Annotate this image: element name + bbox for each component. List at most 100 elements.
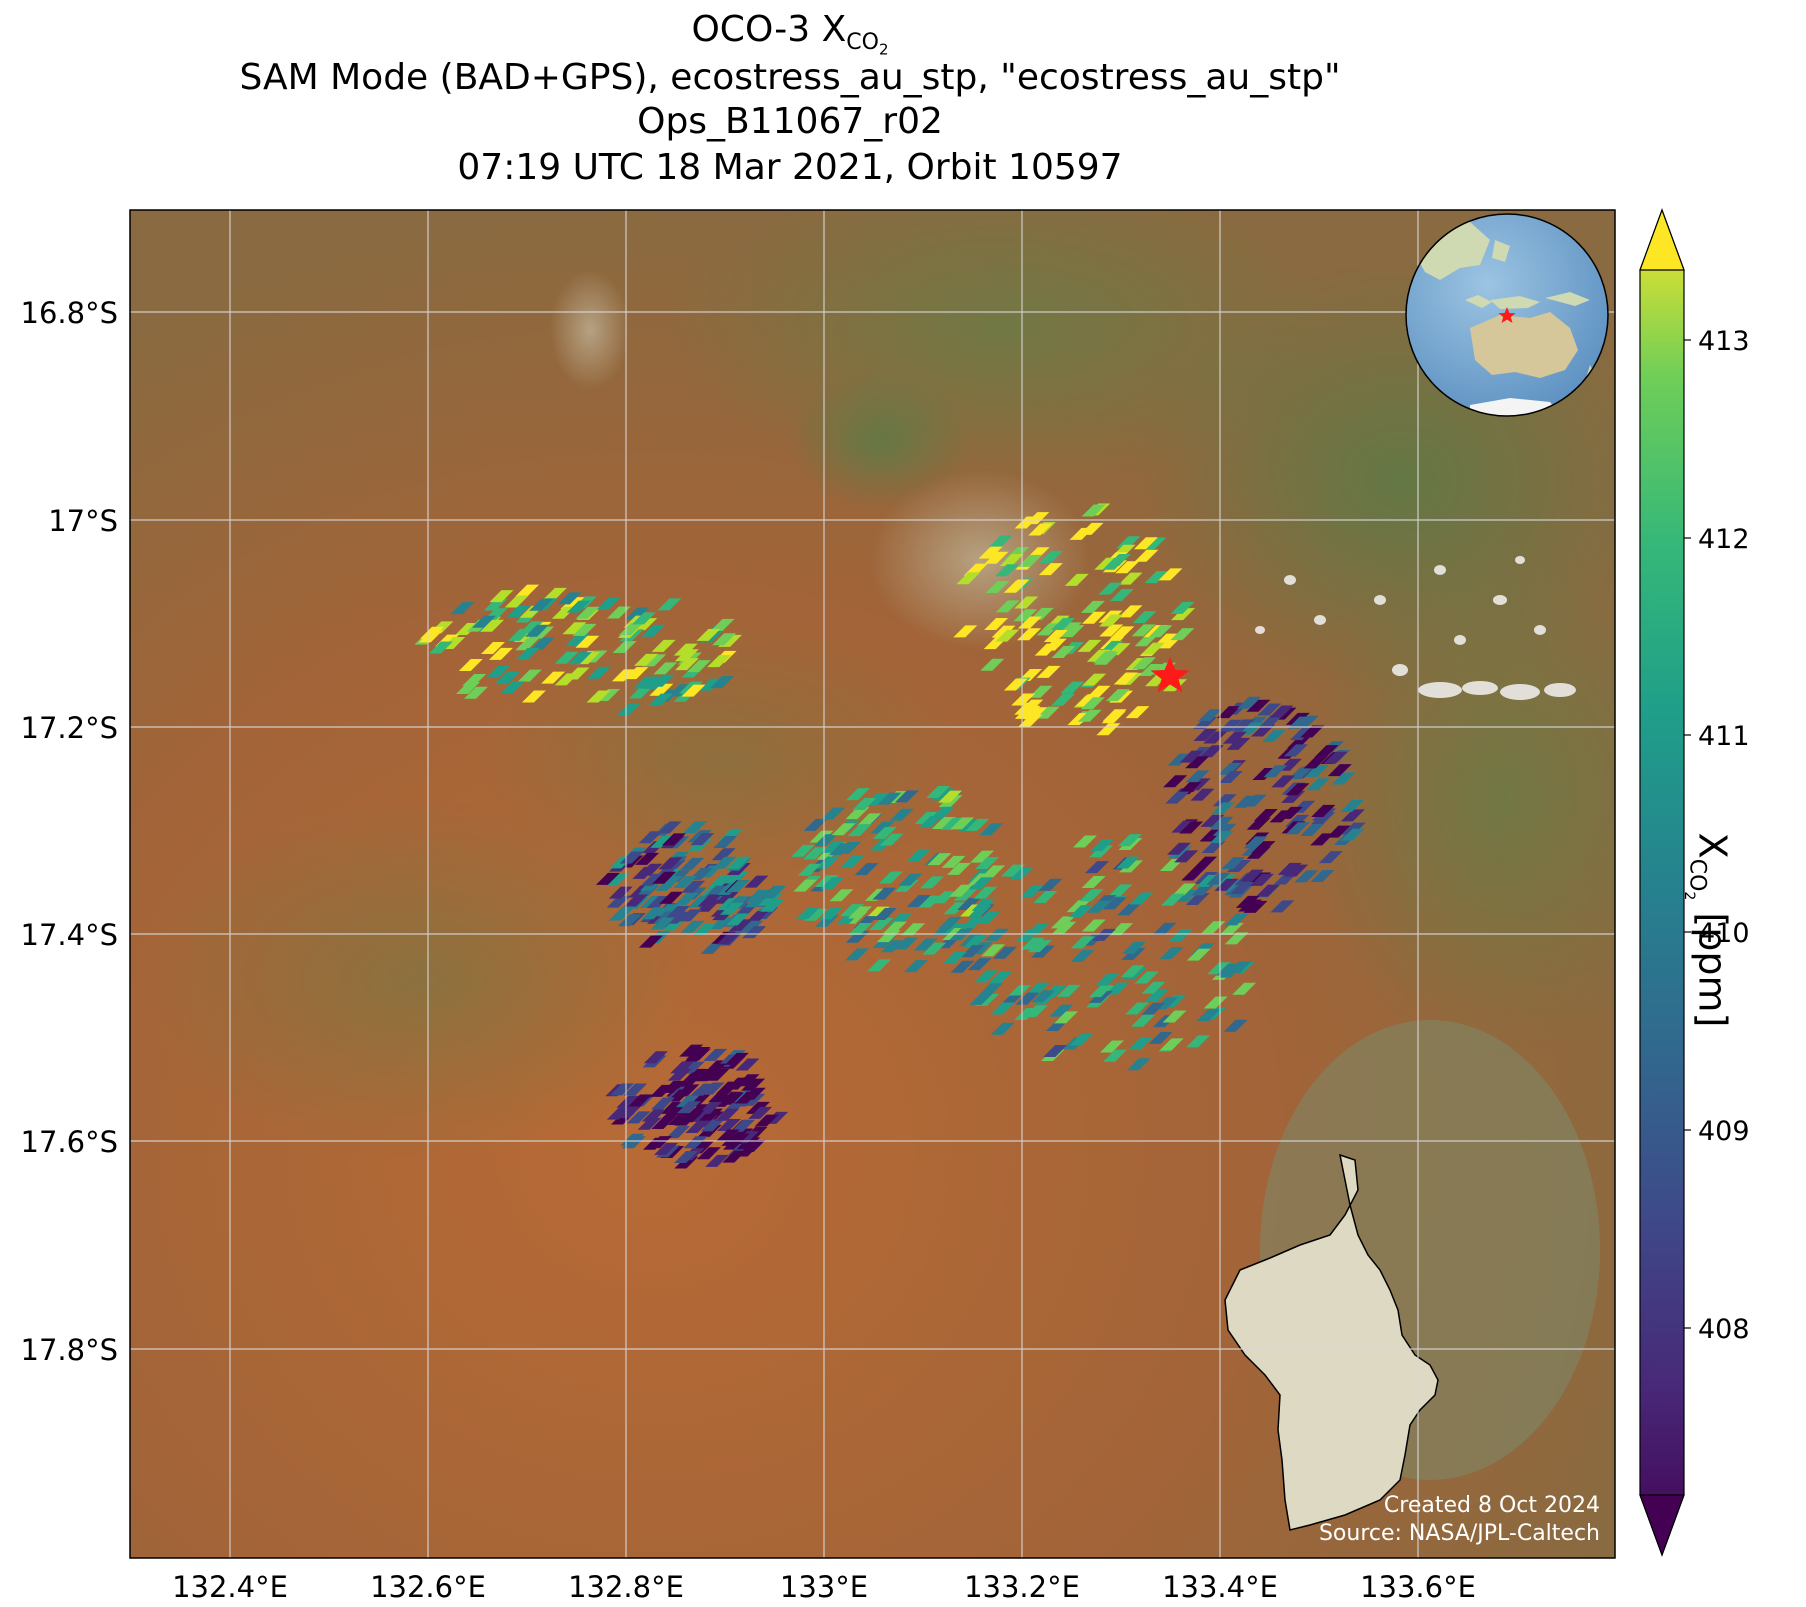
xco2-sounding bbox=[1246, 846, 1271, 859]
xco2-sounding bbox=[659, 891, 684, 904]
xco2-sounding bbox=[683, 1136, 708, 1149]
xco2-sounding bbox=[667, 1068, 692, 1081]
xco2-sounding bbox=[643, 1051, 668, 1064]
xco2-sounding bbox=[1172, 883, 1197, 896]
xco2-sounding bbox=[1077, 639, 1102, 652]
xco2-sounding bbox=[712, 856, 737, 869]
xco2-sounding bbox=[1186, 948, 1211, 961]
xco2-sounding bbox=[1255, 884, 1280, 897]
title-line-4: 07:19 UTC 18 Mar 2021, Orbit 10597 bbox=[457, 147, 1123, 188]
xco2-sounding bbox=[635, 852, 660, 865]
xco2-sounding bbox=[489, 590, 514, 603]
xco2-sounding bbox=[1249, 873, 1274, 886]
xco2-sounding bbox=[980, 658, 1005, 671]
xco2-sounding bbox=[991, 625, 1016, 638]
xco2-sounding bbox=[1263, 765, 1288, 778]
xco2-sounding bbox=[1113, 672, 1138, 685]
xco2-sounding bbox=[638, 935, 663, 948]
xco2-sounding bbox=[557, 592, 582, 605]
xco2-sounding bbox=[1283, 744, 1308, 757]
xco2-sounding bbox=[722, 1150, 747, 1163]
xco2-sounding bbox=[697, 1101, 722, 1114]
colorbar-tick-label: 408 bbox=[1698, 1314, 1750, 1345]
colorbar-extend-min bbox=[1639, 1494, 1685, 1557]
xco2-sounding bbox=[623, 1083, 648, 1096]
xco2-sounding bbox=[1036, 665, 1061, 678]
xco2-sounding bbox=[1080, 600, 1105, 613]
xco2-sounding bbox=[1197, 709, 1222, 722]
xco2-sounding bbox=[965, 818, 990, 831]
xco2-sounding bbox=[1081, 504, 1106, 517]
xco2-sounding bbox=[521, 690, 546, 703]
xco2-sounding bbox=[515, 647, 540, 660]
xco2-sounding bbox=[1116, 536, 1141, 549]
xco2-sounding bbox=[517, 669, 542, 682]
xco2-sounding bbox=[947, 862, 972, 875]
xco2-sounding bbox=[925, 786, 950, 799]
xco2-sounding bbox=[879, 833, 904, 846]
xco2-sounding bbox=[1092, 928, 1117, 941]
xco2-sounding bbox=[762, 885, 787, 898]
xco2-sounding bbox=[1212, 794, 1237, 807]
xco2-sounding bbox=[1310, 869, 1335, 882]
xco2-sounding bbox=[1069, 905, 1094, 918]
xco2-sounding bbox=[852, 798, 877, 811]
xco2-sounding bbox=[994, 564, 1019, 577]
xco2-sounding bbox=[626, 1111, 651, 1124]
xco2-sounding bbox=[458, 659, 483, 672]
xco2-sounding bbox=[728, 919, 753, 932]
xco2-sounding bbox=[1108, 884, 1133, 897]
xco2-sounding bbox=[918, 815, 943, 828]
xco2-sounding bbox=[515, 638, 540, 651]
xco2-sounding bbox=[754, 1114, 779, 1127]
xco2-sounding bbox=[803, 847, 828, 860]
xco2-sounding bbox=[707, 655, 732, 668]
xco2-sounding bbox=[963, 935, 988, 948]
xco2-sounding bbox=[700, 941, 725, 954]
xco2-sounding bbox=[1110, 626, 1135, 639]
xco2-sounding bbox=[1119, 860, 1144, 873]
xco2-sounding bbox=[1027, 940, 1052, 953]
xco2-sounding bbox=[450, 602, 475, 615]
xco2-sounding bbox=[657, 821, 682, 834]
xco2-sounding bbox=[1239, 722, 1264, 735]
xco2-sounding bbox=[1207, 962, 1232, 975]
xco2-sounding bbox=[641, 1109, 666, 1122]
xco2-sounding bbox=[938, 790, 963, 803]
xco2-sounding bbox=[942, 952, 967, 965]
xco2-sounding bbox=[651, 1097, 676, 1110]
xco2-sounding bbox=[1038, 878, 1063, 891]
xco2-sounding bbox=[1141, 1002, 1166, 1015]
xco2-sounding bbox=[1125, 1002, 1150, 1015]
xco2-sounding bbox=[1300, 824, 1325, 837]
xco2-sounding bbox=[888, 913, 913, 926]
xco2-sounding bbox=[956, 572, 981, 585]
xco2-sounding bbox=[872, 908, 897, 921]
xco2-sounding bbox=[658, 857, 683, 870]
xco2-sounding bbox=[1085, 861, 1110, 874]
xco2-sounding bbox=[726, 880, 751, 893]
xco2-sounding bbox=[985, 581, 1010, 594]
xco2-sounding bbox=[1185, 756, 1210, 769]
xco2-sounding bbox=[1175, 889, 1200, 902]
xco2-sounding bbox=[1193, 728, 1218, 741]
x-tick-label: 133.6°E bbox=[1360, 1570, 1476, 1604]
xco2-sounding bbox=[877, 792, 902, 805]
xco2-sounding bbox=[809, 830, 834, 843]
xco2-sounding bbox=[906, 895, 931, 908]
xco2-sounding bbox=[1193, 856, 1218, 869]
xco2-sounding bbox=[611, 669, 636, 682]
xco2-sounding bbox=[1222, 731, 1247, 744]
xco2-sounding bbox=[748, 1106, 773, 1119]
xco2-sounding bbox=[698, 1108, 723, 1121]
xco2-sounding bbox=[872, 887, 897, 900]
xco2-sounding bbox=[1086, 900, 1111, 913]
xco2-sounding bbox=[1028, 685, 1053, 698]
title-line-1: OCO-3 XCO2 bbox=[691, 9, 889, 59]
xco2-sounding bbox=[1038, 550, 1063, 563]
xco2-sounding bbox=[628, 686, 653, 699]
xco2-sounding bbox=[708, 1089, 733, 1102]
xco2-sounding bbox=[1079, 889, 1104, 902]
xco2-sounding bbox=[1285, 822, 1310, 835]
xco2-sounding bbox=[1131, 1014, 1156, 1027]
